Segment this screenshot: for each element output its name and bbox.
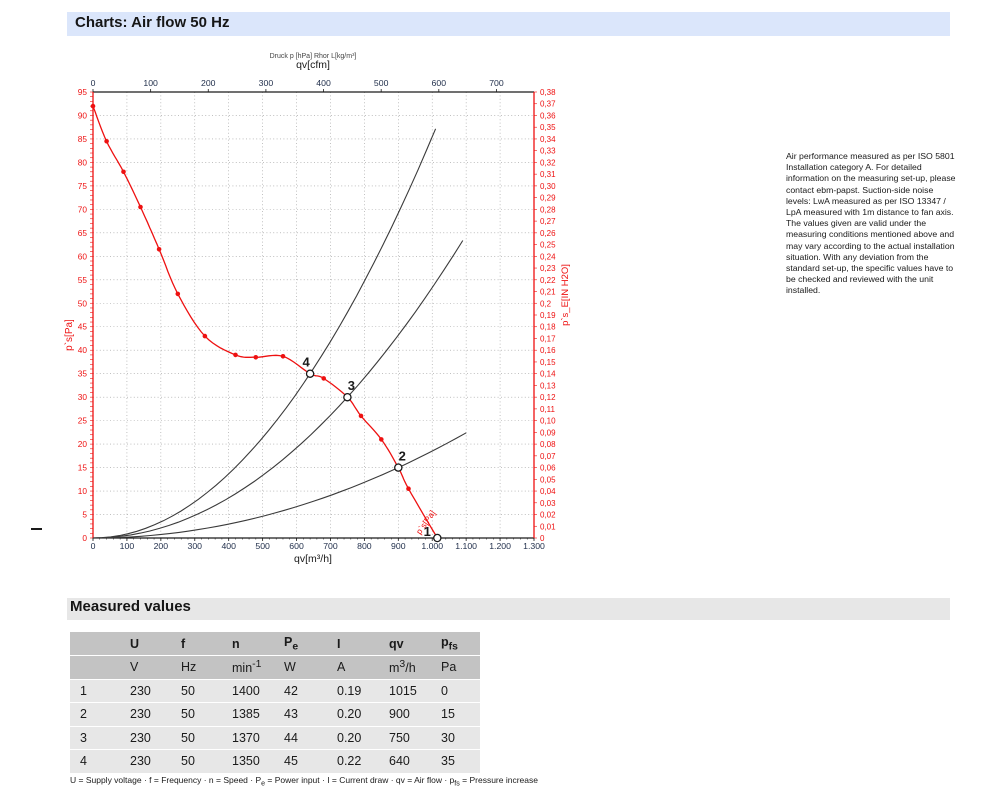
svg-text:0,16: 0,16 [540,346,556,355]
svg-text:0,17: 0,17 [540,334,556,343]
svg-text:5: 5 [82,510,87,520]
svg-text:3: 3 [348,378,355,393]
svg-text:Druck p [hPa] Rhor L[kg/m³]: Druck p [hPa] Rhor L[kg/m³] [270,53,357,60]
svg-text:600: 600 [289,541,304,551]
svg-text:70: 70 [78,204,88,214]
svg-text:600: 600 [432,78,447,88]
svg-text:1.300: 1.300 [523,541,545,551]
svg-text:800: 800 [357,541,372,551]
svg-text:90: 90 [78,110,88,120]
svg-text:400: 400 [221,541,236,551]
svg-text:0,19: 0,19 [540,311,556,320]
svg-text:0,38: 0,38 [540,88,556,97]
svg-text:0: 0 [91,78,96,88]
svg-text:0,12: 0,12 [540,393,556,402]
svg-text:2: 2 [399,449,406,464]
svg-text:0,18: 0,18 [540,323,556,332]
svg-text:0,34: 0,34 [540,135,556,144]
svg-text:0,10: 0,10 [540,417,556,426]
svg-text:0: 0 [82,533,87,543]
svg-text:500: 500 [374,78,389,88]
svg-text:0,14: 0,14 [540,370,556,379]
svg-text:35: 35 [78,369,88,379]
svg-text:300: 300 [188,541,203,551]
svg-text:700: 700 [323,541,338,551]
svg-text:0,13: 0,13 [540,381,556,390]
svg-text:85: 85 [78,134,88,144]
svg-text:0,28: 0,28 [540,205,556,214]
svg-text:20: 20 [78,439,88,449]
svg-text:0,36: 0,36 [540,111,556,120]
svg-text:700: 700 [489,78,504,88]
svg-text:10: 10 [78,486,88,496]
svg-text:1.200: 1.200 [489,541,511,551]
svg-text:30: 30 [78,392,88,402]
svg-text:0,35: 0,35 [540,123,556,132]
svg-text:100: 100 [143,78,158,88]
svg-text:80: 80 [78,157,88,167]
svg-text:1.000: 1.000 [421,541,443,551]
svg-text:45: 45 [78,322,88,332]
svg-text:0,33: 0,33 [540,147,556,156]
svg-text:0,25: 0,25 [540,241,556,250]
svg-text:0,2: 0,2 [540,299,552,308]
svg-text:65: 65 [78,228,88,238]
svg-text:900: 900 [391,541,406,551]
svg-text:0: 0 [91,541,96,551]
svg-text:0,32: 0,32 [540,158,556,167]
svg-text:0,26: 0,26 [540,229,556,238]
svg-text:0,06: 0,06 [540,464,556,473]
svg-text:60: 60 [78,251,88,261]
svg-text:0,07: 0,07 [540,452,556,461]
svg-text:0,30: 0,30 [540,182,556,191]
svg-text:300: 300 [259,78,274,88]
svg-text:0,31: 0,31 [540,170,556,179]
svg-text:40: 40 [78,345,88,355]
svg-text:0,37: 0,37 [540,100,556,109]
svg-text:0,08: 0,08 [540,440,556,449]
svg-text:0,02: 0,02 [540,511,556,520]
svg-text:p`s[Pa]: p`s[Pa] [63,319,75,351]
svg-text:200: 200 [154,541,169,551]
svg-text:55: 55 [78,275,88,285]
svg-text:qv[m³/h]: qv[m³/h] [294,553,332,565]
svg-text:200: 200 [201,78,216,88]
svg-text:0,21: 0,21 [540,288,556,297]
svg-text:0,23: 0,23 [540,264,556,273]
svg-text:25: 25 [78,416,88,426]
svg-text:1.100: 1.100 [455,541,477,551]
svg-text:0,04: 0,04 [540,487,556,496]
svg-text:100: 100 [120,541,135,551]
svg-text:0,24: 0,24 [540,252,556,261]
svg-text:0,05: 0,05 [540,475,556,484]
svg-text:0,09: 0,09 [540,428,556,437]
svg-text:0,22: 0,22 [540,276,556,285]
svg-text:95: 95 [78,87,88,97]
svg-text:0,29: 0,29 [540,194,556,203]
svg-text:p`s_E[IN H2O]: p`s_E[IN H2O] [560,264,571,326]
svg-text:400: 400 [316,78,331,88]
svg-text:0,01: 0,01 [540,522,556,531]
svg-text:0,15: 0,15 [540,358,556,367]
svg-text:0,11: 0,11 [540,405,556,414]
svg-text:4: 4 [302,355,310,370]
svg-text:75: 75 [78,181,88,191]
svg-text:500: 500 [255,541,270,551]
svg-text:0,27: 0,27 [540,217,556,226]
svg-text:qv[cfm]: qv[cfm] [296,59,330,71]
svg-text:0,03: 0,03 [540,499,556,508]
svg-text:15: 15 [78,463,88,473]
svg-text:50: 50 [78,298,88,308]
